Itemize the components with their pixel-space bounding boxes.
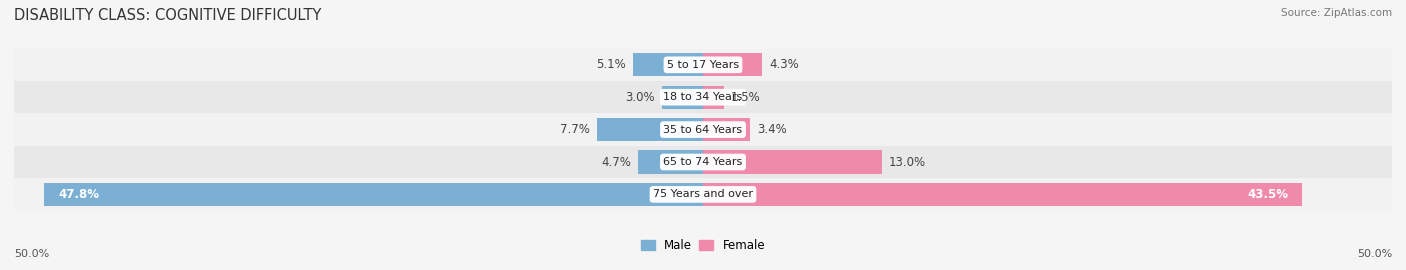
Bar bbox=[703, 150, 882, 174]
Text: 35 to 64 Years: 35 to 64 Years bbox=[664, 124, 742, 135]
Bar bbox=[14, 178, 1392, 211]
Text: 47.8%: 47.8% bbox=[58, 188, 100, 201]
Text: 4.7%: 4.7% bbox=[602, 156, 631, 168]
Text: 75 Years and over: 75 Years and over bbox=[652, 189, 754, 200]
Text: Source: ZipAtlas.com: Source: ZipAtlas.com bbox=[1281, 8, 1392, 18]
Bar bbox=[633, 53, 703, 76]
Text: 4.3%: 4.3% bbox=[769, 58, 799, 71]
Text: 50.0%: 50.0% bbox=[14, 249, 49, 259]
Bar bbox=[703, 183, 1302, 206]
Bar bbox=[703, 53, 762, 76]
Bar bbox=[14, 146, 1392, 178]
Bar bbox=[45, 183, 703, 206]
Text: 3.4%: 3.4% bbox=[756, 123, 786, 136]
Text: 13.0%: 13.0% bbox=[889, 156, 927, 168]
Bar bbox=[598, 118, 703, 141]
Text: 65 to 74 Years: 65 to 74 Years bbox=[664, 157, 742, 167]
Text: 50.0%: 50.0% bbox=[1357, 249, 1392, 259]
Bar bbox=[14, 81, 1392, 113]
Bar bbox=[14, 113, 1392, 146]
Text: DISABILITY CLASS: COGNITIVE DIFFICULTY: DISABILITY CLASS: COGNITIVE DIFFICULTY bbox=[14, 8, 322, 23]
Bar bbox=[638, 150, 703, 174]
Text: 5 to 17 Years: 5 to 17 Years bbox=[666, 60, 740, 70]
Text: 3.0%: 3.0% bbox=[626, 91, 655, 104]
Bar bbox=[14, 49, 1392, 81]
Legend: Male, Female: Male, Female bbox=[636, 234, 770, 256]
Bar bbox=[703, 118, 749, 141]
Text: 18 to 34 Years: 18 to 34 Years bbox=[664, 92, 742, 102]
Text: 5.1%: 5.1% bbox=[596, 58, 626, 71]
Text: 43.5%: 43.5% bbox=[1247, 188, 1289, 201]
Text: 7.7%: 7.7% bbox=[560, 123, 591, 136]
Text: 1.5%: 1.5% bbox=[731, 91, 761, 104]
Bar bbox=[703, 86, 724, 109]
Bar bbox=[662, 86, 703, 109]
